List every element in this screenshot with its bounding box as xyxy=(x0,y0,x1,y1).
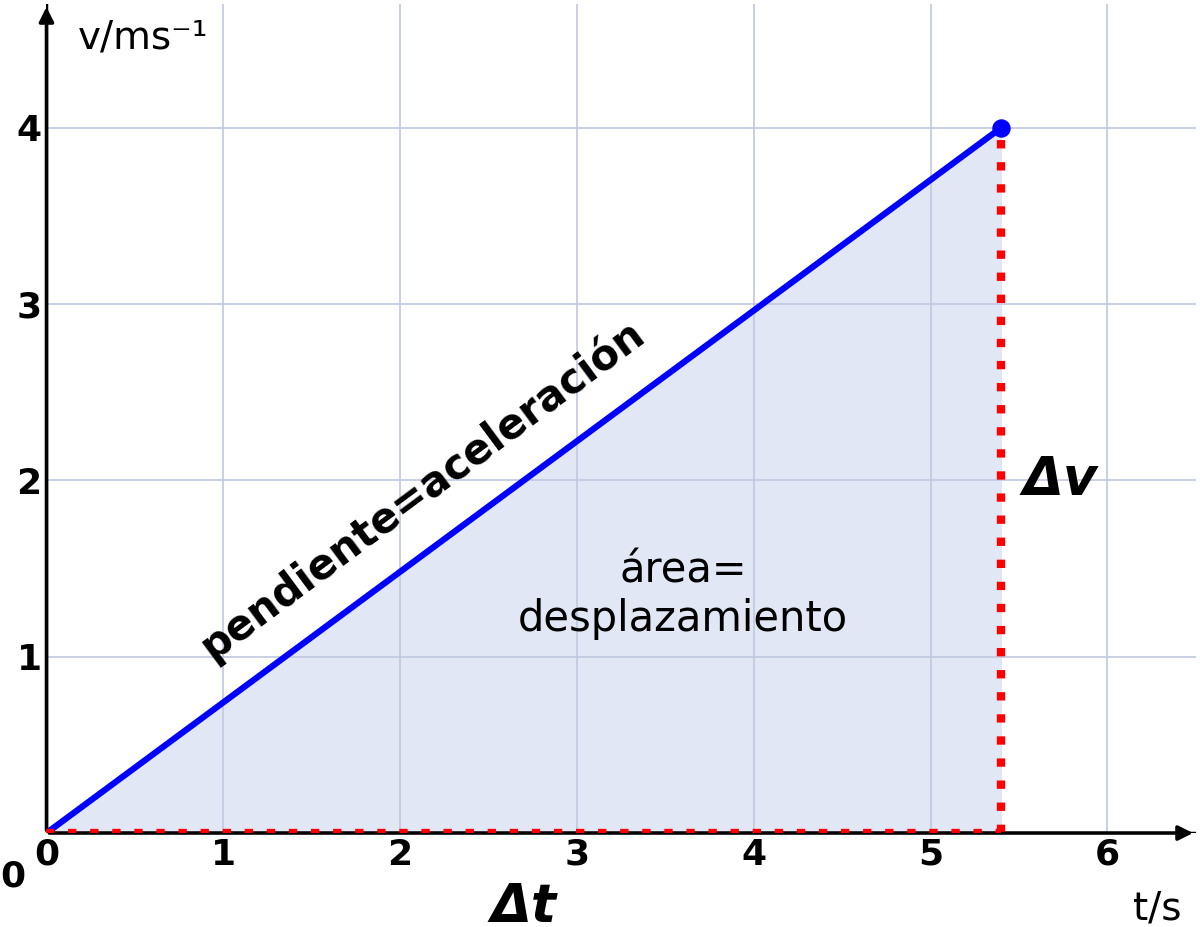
Text: Δt: Δt xyxy=(491,882,557,927)
Polygon shape xyxy=(47,128,1001,833)
Point xyxy=(991,121,1010,135)
Text: pendiente=aceleración: pendiente=aceleración xyxy=(192,311,653,668)
Text: t/s: t/s xyxy=(1133,890,1182,927)
Text: área=
desplazamiento: área= desplazamiento xyxy=(518,550,848,641)
Text: v/ms⁻¹: v/ms⁻¹ xyxy=(78,19,209,57)
Text: Δv: Δv xyxy=(1022,454,1098,506)
Text: 0: 0 xyxy=(0,859,25,894)
